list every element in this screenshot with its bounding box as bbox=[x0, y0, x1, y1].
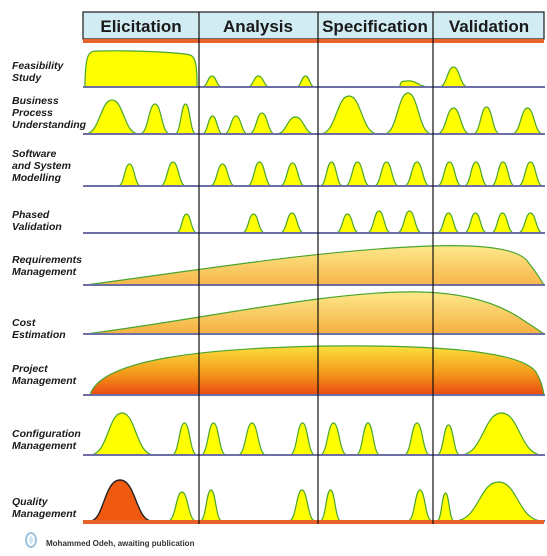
row-label-quality-management: Quality Management bbox=[12, 496, 77, 520]
activity-hump bbox=[511, 107, 544, 135]
activity-hump bbox=[517, 212, 544, 234]
activity-hump bbox=[84, 50, 198, 88]
row-label-cost-estimation: Cost Estimation bbox=[12, 317, 66, 341]
row-software-and-system-modelling: Software and System Modelling bbox=[12, 148, 545, 187]
activity-hump bbox=[159, 161, 187, 187]
activity-hump bbox=[319, 161, 344, 187]
activity-hump bbox=[436, 424, 461, 456]
activity-hump bbox=[366, 210, 392, 234]
activity-hump bbox=[490, 161, 516, 187]
cost-effort-curve bbox=[84, 291, 546, 335]
row-business-process-understanding: Business Process Understanding bbox=[12, 92, 545, 135]
activity-hump bbox=[237, 422, 267, 456]
activity-hump bbox=[403, 422, 431, 456]
activity-hump bbox=[201, 115, 224, 135]
activity-hump bbox=[171, 422, 198, 456]
row-label-business-process-understanding: Business Process Understanding bbox=[12, 95, 87, 131]
row-label-phased-validation: Phased Validation bbox=[12, 209, 62, 233]
activity-hump bbox=[344, 161, 371, 187]
row-quality-management: Quality Management bbox=[12, 479, 545, 522]
activity-hump bbox=[175, 213, 198, 234]
activity-hump bbox=[275, 116, 316, 135]
activity-hump bbox=[248, 112, 276, 135]
activity-hump bbox=[89, 412, 155, 456]
activity-hump bbox=[200, 422, 227, 456]
activity-hump bbox=[459, 412, 544, 456]
phase-header-underline bbox=[83, 39, 544, 43]
phase-label-analysis: Analysis bbox=[223, 17, 293, 36]
activity-hump bbox=[319, 489, 342, 522]
row-phased-validation: Phased Validation bbox=[12, 209, 545, 234]
activity-hump bbox=[335, 213, 360, 234]
activity-hump bbox=[517, 161, 544, 187]
activity-hump bbox=[167, 491, 197, 522]
activity-hump bbox=[201, 75, 223, 88]
quality-peak-hump bbox=[89, 479, 153, 522]
activity-hump bbox=[84, 99, 140, 135]
activity-hump bbox=[396, 210, 423, 234]
activity-hump bbox=[436, 492, 455, 522]
activity-hump bbox=[288, 489, 316, 522]
activity-hump bbox=[289, 422, 316, 456]
credit-text: Mohammed Odeh, awaiting publication bbox=[46, 539, 195, 548]
row-label-project-management: Project Management bbox=[12, 363, 77, 387]
activity-hump bbox=[223, 115, 249, 135]
activity-hump bbox=[319, 422, 348, 456]
activity-hump bbox=[490, 212, 515, 234]
activity-hump bbox=[319, 95, 379, 135]
activity-hump bbox=[241, 213, 266, 234]
activity-hump bbox=[463, 212, 488, 234]
row-cost-estimation: Cost Estimation bbox=[12, 291, 546, 341]
activity-hump bbox=[472, 106, 501, 135]
bottom-bar bbox=[83, 520, 544, 524]
phase-label-specification: Specification bbox=[322, 17, 428, 36]
activity-hump bbox=[246, 161, 273, 187]
row-requirements-management: Requirements Management bbox=[12, 245, 546, 286]
activity-hump bbox=[355, 422, 381, 456]
activity-hump bbox=[209, 163, 236, 187]
phase-header-band bbox=[82, 11, 545, 40]
activity-hump bbox=[407, 489, 433, 522]
author-logo-icon bbox=[25, 532, 37, 548]
phase-label-elicitation: Elicitation bbox=[100, 17, 181, 36]
row-label-software-and-system-modelling: Software and System Modelling bbox=[12, 148, 71, 184]
activity-hump bbox=[117, 163, 142, 187]
activity-hump bbox=[295, 75, 316, 88]
activity-hump bbox=[139, 103, 171, 135]
phase-label-validation: Validation bbox=[449, 17, 529, 36]
activity-hump bbox=[436, 212, 461, 234]
row-label-feasibility-study: Feasibility Study bbox=[12, 60, 65, 84]
activity-hump bbox=[463, 161, 489, 187]
activity-hump bbox=[279, 162, 306, 187]
row-label-configuration-management: Configuration Management bbox=[12, 428, 81, 452]
activity-hump bbox=[373, 161, 400, 187]
row-project-management: Project Management bbox=[12, 345, 545, 396]
activity-hump bbox=[246, 75, 271, 88]
row-label-requirements-management: Requirements Management bbox=[12, 254, 82, 278]
requirements-effort-curve bbox=[84, 245, 546, 286]
activity-hump bbox=[436, 161, 463, 187]
activity-hump bbox=[438, 66, 469, 88]
project-effort-curve bbox=[89, 345, 545, 396]
activity-hump bbox=[174, 103, 197, 135]
activity-hump bbox=[403, 161, 431, 187]
row-feasibility-study: Feasibility Study bbox=[12, 50, 545, 88]
activity-hump bbox=[436, 107, 471, 135]
row-configuration-management: Configuration Management bbox=[12, 412, 545, 456]
activity-hump bbox=[199, 489, 223, 522]
activity-hump bbox=[279, 212, 305, 234]
activity-hump bbox=[453, 481, 544, 522]
activity-hump bbox=[383, 92, 433, 135]
activity-hump bbox=[399, 80, 425, 88]
